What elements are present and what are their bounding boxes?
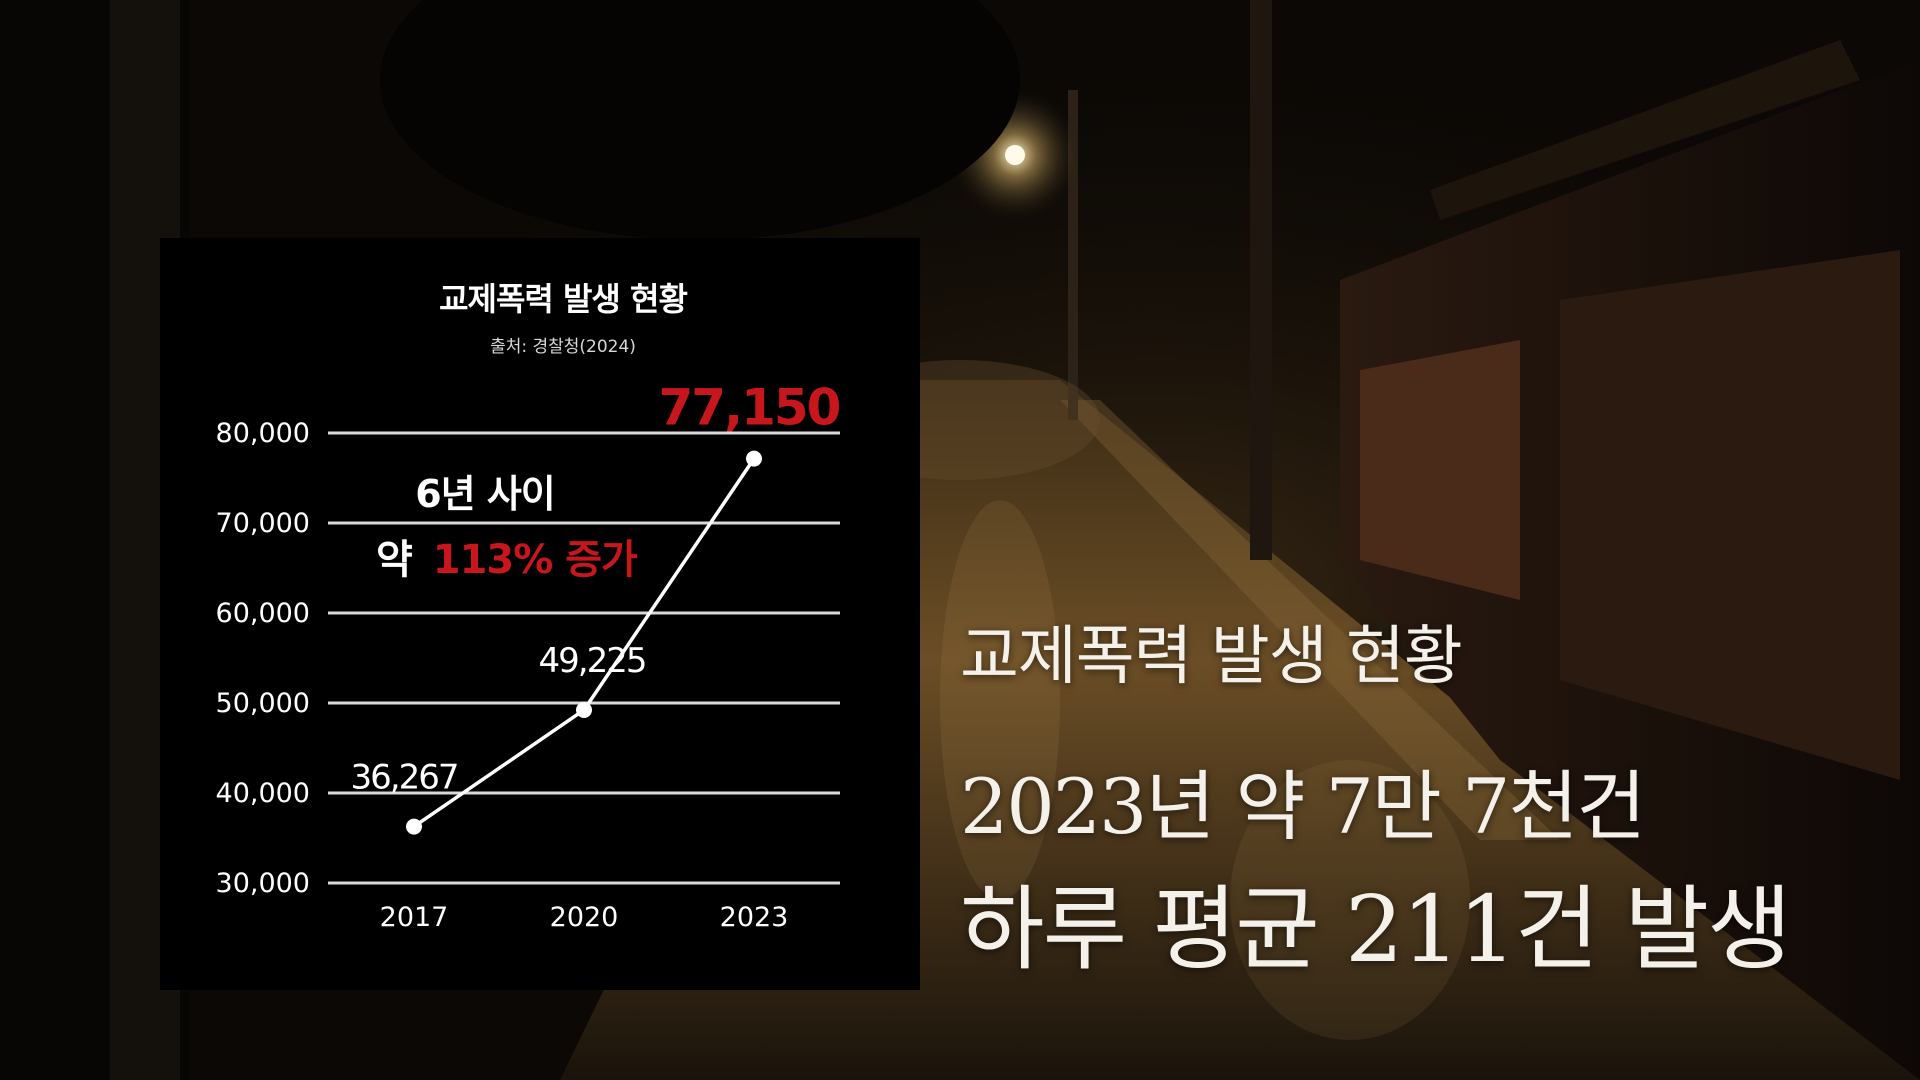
chart-title: 교제폭력 발생 현황 (439, 280, 687, 318)
y-tick-label: 50,000 (216, 688, 310, 719)
x-tick-label: 2020 (550, 902, 619, 933)
annotation-period: 6년 사이 (415, 472, 555, 516)
y-tick-label: 30,000 (216, 868, 310, 899)
y-tick-label: 80,000 (216, 418, 310, 449)
annotation-highlight: 113% 증가 (433, 537, 638, 583)
data-point (746, 450, 762, 467)
annotation-increase: 약 113% 증가 (376, 537, 638, 583)
x-axis-ticks: 2017 2020 2023 (380, 902, 789, 933)
x-tick-label: 2017 (380, 902, 449, 933)
y-tick-label: 70,000 (216, 508, 310, 539)
caption-line-2: 하루 평균 211건 발생 (960, 876, 1792, 983)
chart-subtitle: 출처: 경찰청(2024) (490, 337, 636, 357)
caption-title: 교제폭력 발생 현황 (960, 620, 1463, 694)
y-tick-label: 60,000 (216, 598, 310, 629)
annotation-prefix: 약 (376, 537, 412, 583)
data-point (576, 701, 592, 718)
data-label: 49,225 (539, 641, 646, 681)
line-chart: 교제폭력 발생 현황 출처: 경찰청(2024) 30,000 40,000 50,… (216, 280, 842, 933)
caption-line-1: 2023년 약 7만 7천건 (960, 762, 1646, 851)
chart-panel: 교제폭력 발생 현황 출처: 경찰청(2024) 30,000 40,000 50,… (160, 238, 920, 990)
data-label: 77,150 (659, 379, 840, 437)
y-tick-label: 40,000 (216, 778, 310, 809)
y-axis-ticks: 30,000 40,000 50,000 60,000 70,000 80,000 (216, 418, 310, 899)
data-labels: 36,267 49,225 77,150 (351, 379, 842, 798)
x-tick-label: 2023 (720, 902, 789, 933)
data-label: 36,267 (351, 758, 458, 798)
data-points (406, 450, 762, 835)
data-point (406, 818, 422, 835)
